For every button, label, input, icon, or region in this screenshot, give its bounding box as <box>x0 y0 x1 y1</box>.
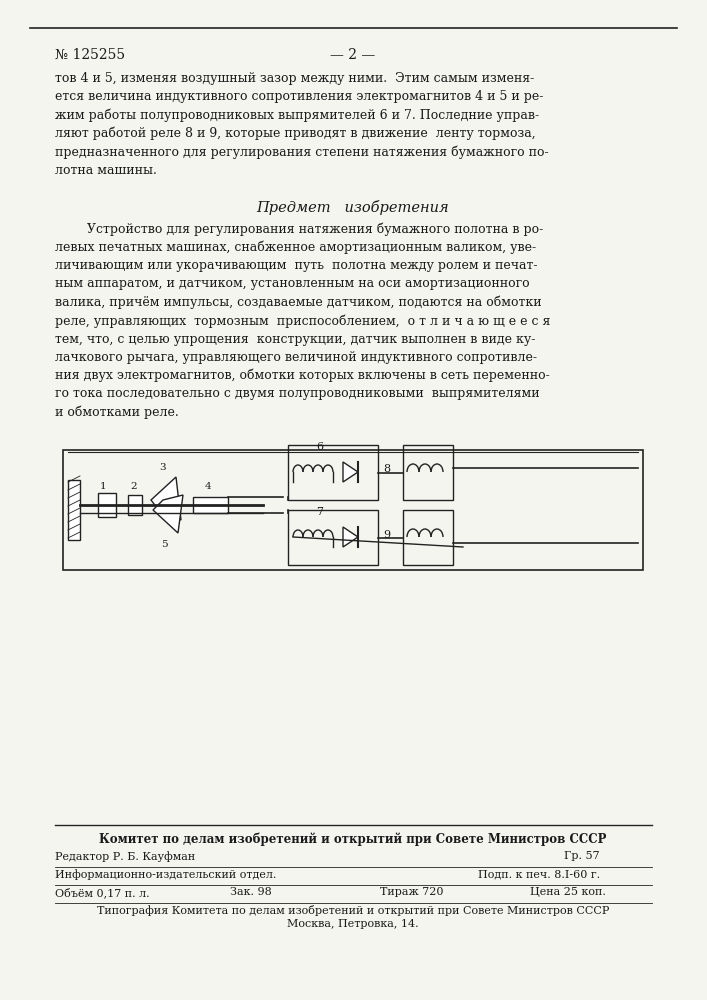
Text: Информационно-издательский отдел.: Информационно-издательский отдел. <box>55 869 276 880</box>
Text: 4: 4 <box>205 482 211 491</box>
Text: Цена 25 коп.: Цена 25 коп. <box>530 887 606 897</box>
Polygon shape <box>153 495 183 533</box>
Text: Гр. 57: Гр. 57 <box>564 851 600 861</box>
Text: 2: 2 <box>130 482 136 491</box>
Bar <box>68 480 80 540</box>
Text: Объём 0,17 п. л.: Объём 0,17 п. л. <box>55 887 150 898</box>
Bar <box>98 493 116 517</box>
Text: Подп. к печ. 8.I-60 г.: Подп. к печ. 8.I-60 г. <box>478 869 600 879</box>
Text: Редактор Р. Б. Кауфман: Редактор Р. Б. Кауфман <box>55 851 195 862</box>
Text: Типография Комитета по делам изобретений и открытий при Совете Министров СССР: Типография Комитета по делам изобретений… <box>97 905 609 916</box>
Bar <box>403 445 453 500</box>
Text: № 125255: № 125255 <box>55 48 125 62</box>
Polygon shape <box>343 527 358 547</box>
Text: 6: 6 <box>316 442 323 452</box>
Text: 5: 5 <box>161 540 168 549</box>
Text: Комитет по делам изобретений и открытий при Совете Министров СССР: Комитет по делам изобретений и открытий … <box>99 833 607 846</box>
Bar <box>288 445 378 500</box>
Polygon shape <box>151 477 181 520</box>
Text: 7: 7 <box>316 507 323 517</box>
Text: Тираж 720: Тираж 720 <box>380 887 443 897</box>
Text: 3: 3 <box>159 463 165 472</box>
Text: 1: 1 <box>100 482 107 491</box>
Text: 9: 9 <box>383 530 390 540</box>
Bar <box>63 450 643 570</box>
Bar <box>403 510 453 565</box>
Text: Предмет   изобретения: Предмет изобретения <box>257 200 450 215</box>
Text: Зак. 98: Зак. 98 <box>230 887 271 897</box>
Text: Устройство для регулирования натяжения бумажного полотна в ро-
левых печатных ма: Устройство для регулирования натяжения б… <box>55 222 550 419</box>
Text: тов 4 и 5, изменяя воздушный зазор между ними.  Этим самым изменя-
ется величина: тов 4 и 5, изменяя воздушный зазор между… <box>55 72 549 177</box>
Text: 8: 8 <box>383 464 390 475</box>
Text: — 2 —: — 2 — <box>330 48 375 62</box>
Bar <box>193 497 228 513</box>
Polygon shape <box>343 462 358 482</box>
Bar <box>128 495 142 515</box>
Text: Москва, Петровка, 14.: Москва, Петровка, 14. <box>287 919 419 929</box>
Bar <box>288 510 378 565</box>
